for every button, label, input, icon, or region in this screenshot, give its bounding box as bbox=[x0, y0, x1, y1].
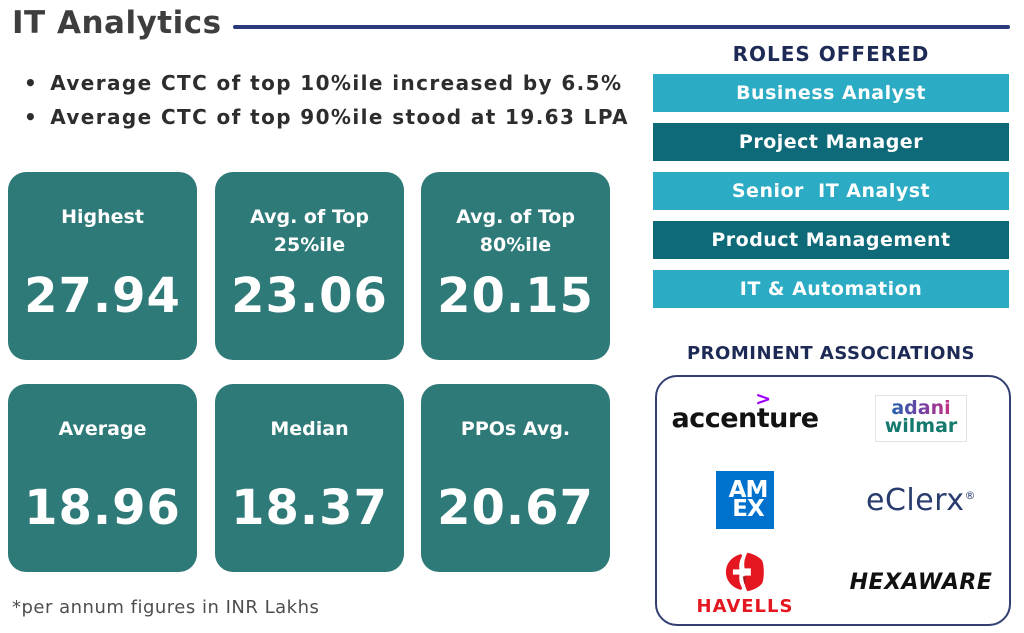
stat-card-avg-top-80ile: Avg. of Top 80%ile 20.15 bbox=[421, 172, 610, 360]
logo-cell: HEXAWARE bbox=[833, 542, 1009, 624]
role-bar-project-manager: Project Manager bbox=[653, 123, 1009, 161]
role-bar-it-automation: IT & Automation bbox=[653, 270, 1009, 308]
stat-card-ppos-avg: PPOs Avg. 20.67 bbox=[421, 384, 610, 572]
role-bar-senior-it-analyst: Senior IT Analyst bbox=[653, 172, 1009, 210]
role-label: Business Analyst bbox=[736, 82, 926, 104]
stat-label: Average bbox=[58, 418, 147, 440]
stat-value: 23.06 bbox=[231, 268, 388, 324]
stat-label: PPOs Avg. bbox=[460, 418, 571, 440]
hexaware-logo: HEXAWARE bbox=[849, 570, 993, 596]
wilmar-wordmark: wilmar bbox=[884, 415, 958, 438]
stat-label: Highest bbox=[61, 206, 144, 228]
accenture-wordmark: accenture bbox=[671, 402, 819, 434]
bullet-top-10ile: Average CTC of top 10%ile increased by 6… bbox=[24, 71, 629, 95]
role-label: Project Manager bbox=[738, 131, 924, 153]
accenture-arrow-icon: > bbox=[755, 387, 772, 410]
stat-value: 20.67 bbox=[437, 480, 594, 536]
bullet-top-90ile: Average CTC of top 90%ile stood at 19.63… bbox=[24, 105, 629, 129]
stat-card-average: Average 18.96 bbox=[8, 384, 197, 572]
amex-logo: AM EX bbox=[716, 471, 774, 530]
stat-value: 27.94 bbox=[24, 268, 181, 324]
prominent-associations-heading: PROMINENT ASSOCIATIONS bbox=[686, 343, 976, 364]
stat-card-median: Median 18.37 bbox=[215, 384, 404, 572]
stat-value: 20.15 bbox=[437, 268, 594, 324]
logo-cell: HAVELLS bbox=[657, 542, 833, 624]
summary-bullets: Average CTC of top 10%ile increased by 6… bbox=[24, 71, 629, 139]
eclerx-wordmark: eClerx bbox=[866, 482, 965, 518]
roles-offered-heading: ROLES OFFERED bbox=[732, 42, 930, 66]
footnote: *per annum figures in INR Lakhs bbox=[12, 597, 320, 618]
logo-cell: > accenture bbox=[657, 377, 833, 459]
role-bar-business-analyst: Business Analyst bbox=[653, 74, 1009, 112]
adani-wordmark: adani bbox=[885, 398, 958, 418]
role-label: IT & Automation bbox=[739, 278, 923, 300]
accenture-logo: > accenture bbox=[671, 389, 819, 434]
role-label: Senior IT Analyst bbox=[731, 180, 931, 202]
title-rule-line bbox=[233, 25, 1010, 29]
adani-wilmar-logo: adani wilmar bbox=[874, 394, 968, 442]
stat-label: Avg. of Top 25%ile bbox=[250, 206, 369, 256]
role-bar-product-management: Product Management bbox=[653, 221, 1009, 259]
registered-trademark-icon: ® bbox=[964, 488, 976, 502]
havells-wordmark: HAVELLS bbox=[696, 595, 794, 617]
role-label: Product Management bbox=[711, 229, 951, 251]
amex-wordmark-top: AM bbox=[728, 476, 769, 503]
stat-card-highest: Highest 27.94 bbox=[8, 172, 197, 360]
associations-logo-box: > accenture adani wilmar AM EX eClerx® bbox=[655, 375, 1011, 626]
stat-card-avg-top-25ile: Avg. of Top 25%ile 23.06 bbox=[215, 172, 404, 360]
amex-wordmark-bottom: EX bbox=[732, 496, 764, 523]
havells-logo: HAVELLS bbox=[697, 549, 794, 617]
logo-cell: adani wilmar bbox=[833, 377, 1009, 459]
havells-axe-icon bbox=[725, 552, 764, 591]
logo-cell: eClerx® bbox=[833, 459, 1009, 541]
eclerx-logo: eClerx® bbox=[866, 483, 976, 518]
logo-cell: AM EX bbox=[657, 459, 833, 541]
stat-label: Median bbox=[270, 418, 349, 440]
stat-value: 18.96 bbox=[24, 480, 181, 536]
stat-label: Avg. of Top 80%ile bbox=[456, 206, 575, 256]
page-title: IT Analytics bbox=[12, 5, 222, 41]
stat-value: 18.37 bbox=[231, 480, 388, 536]
